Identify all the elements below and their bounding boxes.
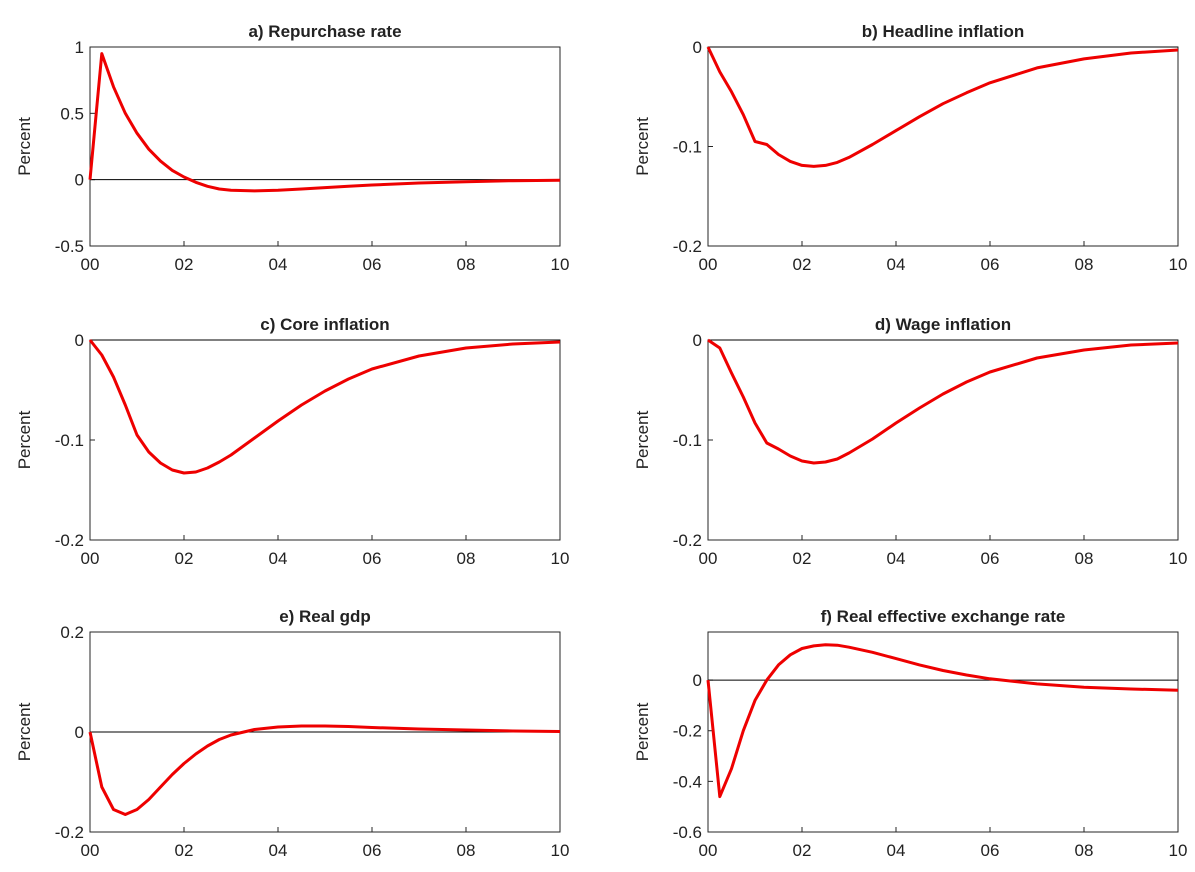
x-tick-label: 08 <box>1075 549 1094 568</box>
x-tick-label: 04 <box>269 841 288 860</box>
subplot-title: f) Real effective exchange rate <box>821 607 1066 626</box>
x-tick-label: 02 <box>175 549 194 568</box>
plot-frame <box>707 339 1179 541</box>
x-tick-label: 06 <box>981 255 1000 274</box>
y-tick-label: 0 <box>75 723 84 742</box>
x-tick-label: 02 <box>175 841 194 860</box>
y-tick-label: 0 <box>693 38 702 57</box>
x-tick-label: 00 <box>81 549 100 568</box>
x-tick-label: 08 <box>457 255 476 274</box>
x-tick-label: 00 <box>699 255 718 274</box>
x-tick-label: 10 <box>1169 549 1188 568</box>
y-tick-label: 0 <box>693 331 702 350</box>
series-line <box>88 339 561 475</box>
x-tick-label: 08 <box>457 841 476 860</box>
y-axis-label: Percent <box>15 702 34 761</box>
plot-frame <box>707 46 1179 247</box>
x-tick-label: 10 <box>1169 841 1188 860</box>
y-axis-label: Percent <box>633 410 652 469</box>
series-line <box>88 724 561 816</box>
x-tick-label: 04 <box>269 255 288 274</box>
x-tick-label: 04 <box>269 549 288 568</box>
y-axis-label: Percent <box>633 117 652 176</box>
y-tick-label: -0.2 <box>673 237 702 256</box>
plot-frame <box>89 339 561 541</box>
x-tick-label: 00 <box>81 841 100 860</box>
x-tick-label: 02 <box>793 549 812 568</box>
series-line <box>88 52 561 193</box>
x-tick-label: 06 <box>363 549 382 568</box>
x-tick-label: 08 <box>1075 841 1094 860</box>
y-tick-label: -0.4 <box>673 772 702 791</box>
plot-frame <box>89 46 561 247</box>
plot-frame <box>707 631 1179 833</box>
x-tick-label: 00 <box>699 549 718 568</box>
x-tick-label: 10 <box>551 549 570 568</box>
y-tick-label: -0.2 <box>673 531 702 550</box>
subplot-title: b) Headline inflation <box>862 22 1024 41</box>
y-tick-label: 0 <box>693 671 702 690</box>
y-axis-label: Percent <box>633 702 652 761</box>
x-tick-label: 04 <box>887 549 906 568</box>
x-tick-label: 04 <box>887 841 906 860</box>
y-tick-label: -0.1 <box>55 431 84 450</box>
y-tick-label: -0.1 <box>673 431 702 450</box>
series-line <box>706 46 1179 168</box>
x-tick-label: 06 <box>363 255 382 274</box>
subplot-title: c) Core inflation <box>260 315 389 334</box>
x-tick-label: 10 <box>551 255 570 274</box>
y-axis-label: Percent <box>15 117 34 176</box>
subplot-title: e) Real gdp <box>279 607 371 626</box>
x-tick-label: 10 <box>551 841 570 860</box>
y-tick-label: -0.1 <box>673 138 702 157</box>
x-tick-label: 06 <box>363 841 382 860</box>
x-tick-label: 08 <box>457 549 476 568</box>
x-tick-label: 10 <box>1169 255 1188 274</box>
y-tick-label: 1 <box>75 38 84 57</box>
x-tick-label: 02 <box>175 255 194 274</box>
y-tick-label: -0.2 <box>55 531 84 550</box>
x-tick-label: 06 <box>981 549 1000 568</box>
x-tick-label: 06 <box>981 841 1000 860</box>
y-tick-label: -0.2 <box>673 722 702 741</box>
series-line <box>706 643 1179 799</box>
y-tick-label: 0 <box>75 331 84 350</box>
y-tick-label: -0.6 <box>673 823 702 842</box>
y-tick-label: -0.5 <box>55 237 84 256</box>
x-tick-label: 02 <box>793 255 812 274</box>
y-axis-label: Percent <box>15 410 34 469</box>
y-tick-label: 0 <box>75 171 84 190</box>
subplot-title: a) Repurchase rate <box>248 22 401 41</box>
x-tick-label: 02 <box>793 841 812 860</box>
x-tick-label: 04 <box>887 255 906 274</box>
y-tick-label: 0.5 <box>60 104 84 123</box>
x-tick-label: 08 <box>1075 255 1094 274</box>
x-tick-label: 00 <box>699 841 718 860</box>
subplot-title: d) Wage inflation <box>875 315 1011 334</box>
x-tick-label: 00 <box>81 255 100 274</box>
y-tick-label: -0.2 <box>55 823 84 842</box>
y-tick-label: 0.2 <box>60 623 84 642</box>
series-line <box>707 338 1179 465</box>
